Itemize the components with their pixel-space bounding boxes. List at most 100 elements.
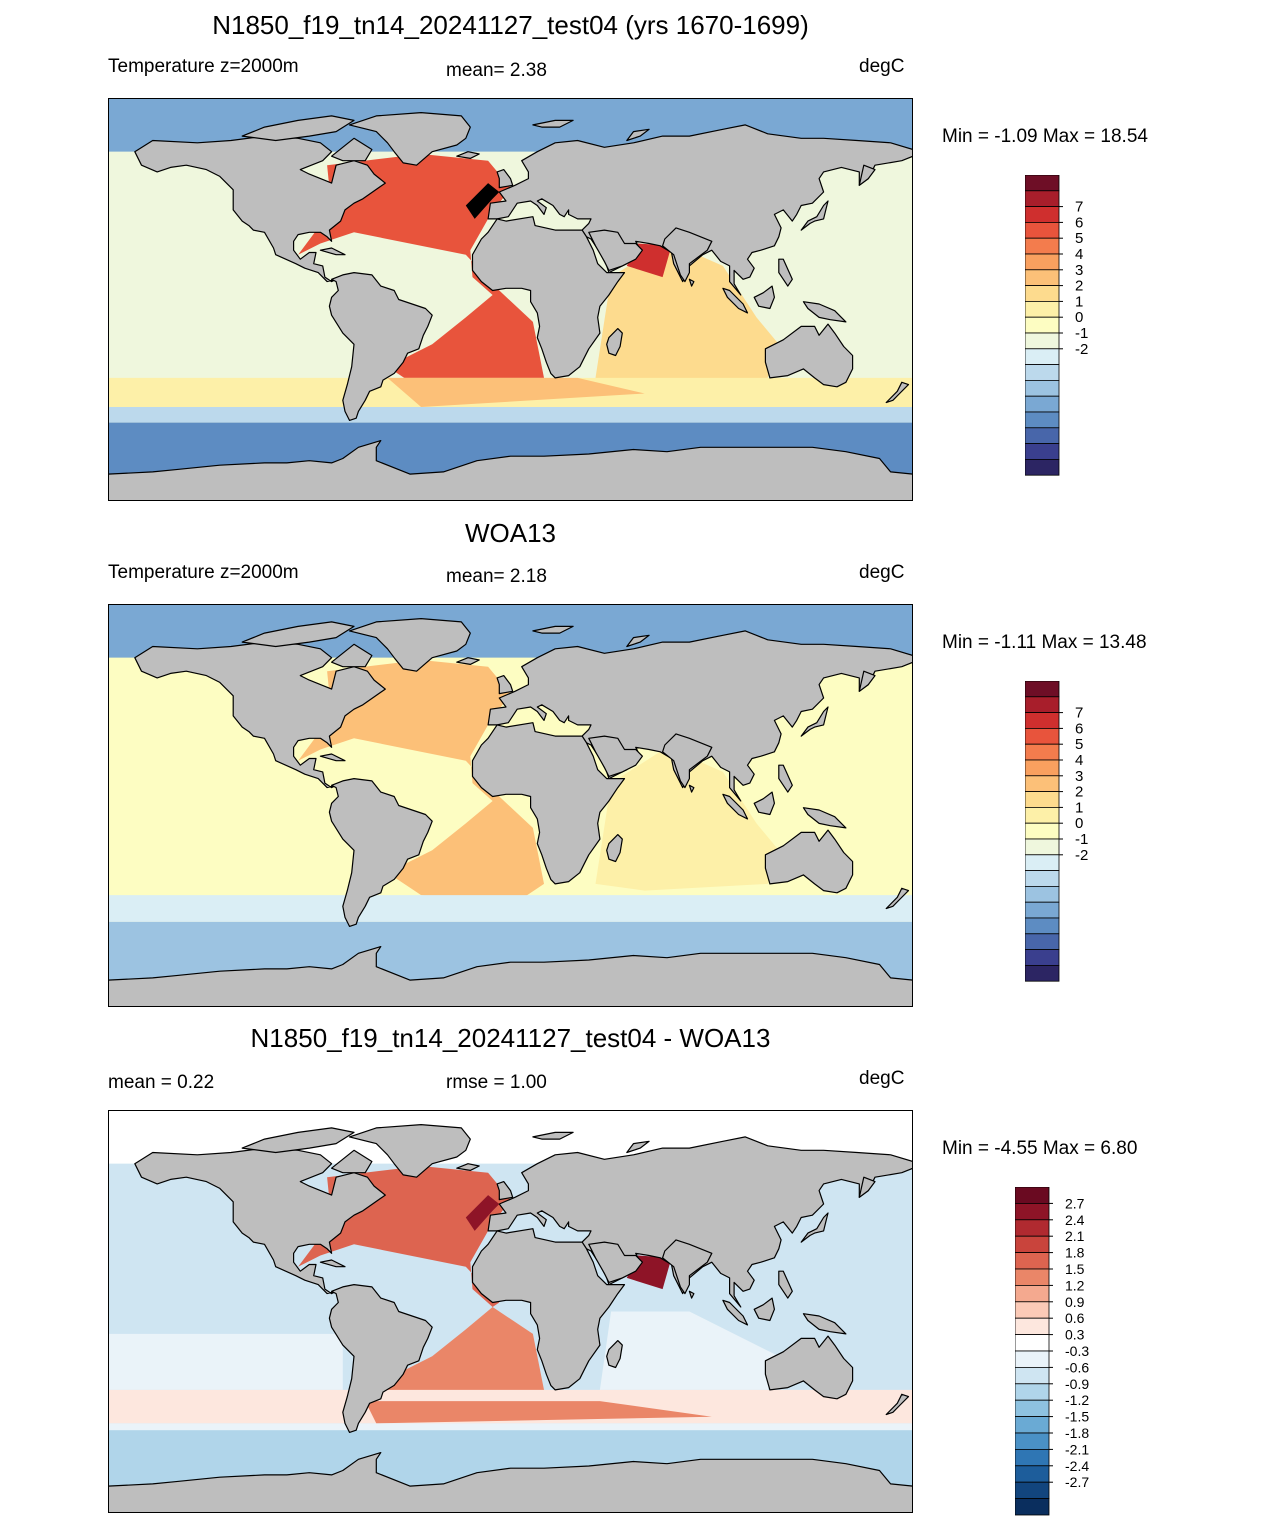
land-sumatra xyxy=(722,793,749,820)
colorbar-box-1 xyxy=(1015,1202,1050,1221)
panel-3-units-label: degC xyxy=(859,1068,905,1089)
land-new-guinea xyxy=(802,807,847,829)
land-cuba xyxy=(319,247,346,256)
colorbar-box-0 xyxy=(1015,1187,1050,1204)
colorbar-label-5: 1.2 xyxy=(1065,1277,1085,1293)
panel-1-units-label: degC xyxy=(859,56,905,77)
panel-2-title: WOA13 xyxy=(464,518,557,548)
land-madagascar xyxy=(606,834,623,863)
land-antarctica xyxy=(108,1452,913,1513)
colorbar-label-4: 3 xyxy=(1075,262,1083,279)
land-new-guinea xyxy=(802,1313,847,1335)
land-borneo xyxy=(753,1297,775,1322)
panel-2-mean-label: mean= 2.18 xyxy=(446,566,547,587)
colorbar-box-16 xyxy=(1025,933,1060,951)
land-sri-lanka xyxy=(688,784,695,793)
land-new-zealand xyxy=(885,887,910,910)
land-new-guinea xyxy=(802,301,847,323)
colorbar-label-7: 0.6 xyxy=(1065,1310,1085,1326)
land-philippines xyxy=(778,258,793,287)
panel-1-colorbar: 7 6 5 4 3 2 1 0 -1 -2 xyxy=(1025,175,1135,495)
land-australia xyxy=(764,323,854,388)
colorbar-label-2: 2.1 xyxy=(1065,1228,1085,1244)
land-japan xyxy=(800,200,829,231)
land-canadian-arctic xyxy=(241,115,355,142)
land-cuba xyxy=(319,753,346,762)
panel-1-title: N1850_f19_tn14_20241127_test04 (yrs 1670… xyxy=(212,10,809,40)
colorbar-label-9: -2 xyxy=(1075,847,1088,864)
colorbar-box-12 xyxy=(1025,364,1060,381)
land-north-america xyxy=(134,641,386,789)
colorbar-box-4 xyxy=(1025,743,1060,761)
land-antarctica xyxy=(108,946,913,1007)
colorbar-label-4: 3 xyxy=(1075,768,1083,785)
land-iceland xyxy=(456,1163,480,1171)
panel-3-title: N1850_f19_tn14_20241127_test04 - WOA13 xyxy=(250,1023,771,1053)
land-madagascar xyxy=(606,328,623,357)
colorbar-box-14 xyxy=(1015,1416,1050,1434)
panel-2-map xyxy=(108,604,913,1007)
map-frame xyxy=(108,604,913,1007)
land-philippines xyxy=(778,764,793,793)
panel-1-map xyxy=(108,98,913,501)
colorbar-box-16 xyxy=(1025,427,1060,445)
land-south-america xyxy=(328,272,433,421)
panel-3-colorbar: 2.7 2.4 2.1 1.8 1.5 1.2 0.9 0.6 0.3 -0.3 -0.6 -0.9-… xyxy=(1015,1187,1135,1517)
colorbar-label-0: 7 xyxy=(1075,705,1083,722)
land-north-america xyxy=(134,135,386,283)
colorbar-label-13: -1.5 xyxy=(1065,1409,1089,1425)
colorbar-box-11 xyxy=(1025,854,1060,872)
colorbar-box-8 xyxy=(1025,807,1060,824)
colorbar-box-2 xyxy=(1015,1219,1050,1237)
colorbar-box-8 xyxy=(1025,301,1060,318)
colorbar-box-12 xyxy=(1025,870,1060,887)
colorbar-box-5 xyxy=(1025,759,1060,777)
colorbar-box-13 xyxy=(1025,379,1060,397)
panel-2-variable-label: Temperature z=2000m xyxy=(108,562,299,583)
land-svalbard xyxy=(532,625,574,634)
land-africa xyxy=(471,216,626,379)
colorbar-box-9 xyxy=(1025,822,1060,840)
colorbar-label-2: 5 xyxy=(1075,230,1083,247)
land-british-isles xyxy=(496,675,514,695)
colorbar-box-18 xyxy=(1025,964,1060,982)
colorbar-label-8: -1 xyxy=(1075,325,1088,342)
land-iceland xyxy=(456,657,480,665)
map-frame xyxy=(108,1110,913,1513)
colorbar-box-4 xyxy=(1015,1252,1050,1270)
colorbar-label-2: 5 xyxy=(1075,736,1083,753)
colorbar-box-14 xyxy=(1025,901,1060,919)
colorbar-label-15: -2.1 xyxy=(1065,1441,1089,1457)
panel-1-variable-label: Temperature z=2000m xyxy=(108,56,299,77)
colorbar-box-19 xyxy=(1015,1498,1050,1516)
colorbar-label-0: 7 xyxy=(1075,199,1083,216)
land-british-isles xyxy=(496,169,514,189)
colorbar-label-5: 2 xyxy=(1075,784,1083,801)
colorbar-box-3 xyxy=(1025,222,1060,239)
land-arabia xyxy=(588,735,643,777)
panel-1-minmax-label: Min = -1.09 Max = 18.54 xyxy=(942,126,1148,147)
ocean-region-3 xyxy=(595,747,779,891)
colorbar-label-17: -2.7 xyxy=(1065,1474,1089,1490)
ocean-region-3 xyxy=(599,1311,779,1390)
land-cuba xyxy=(319,1259,346,1268)
colorbar-label-6: 1 xyxy=(1075,293,1083,310)
ocean-region-2 xyxy=(108,1333,343,1390)
land-new-zealand xyxy=(885,1393,910,1416)
colorbar-label-7: 0 xyxy=(1075,815,1083,832)
ocean-region-5 xyxy=(465,183,500,219)
ocean-region-2 xyxy=(298,660,544,907)
colorbar-box-6 xyxy=(1015,1285,1050,1303)
colorbar-label-6: 1 xyxy=(1075,799,1083,816)
ocean-region-10 xyxy=(108,1423,913,1431)
land-north-america xyxy=(134,1147,386,1295)
land-south-america xyxy=(328,1284,433,1433)
colorbar-label-8: 0.3 xyxy=(1065,1327,1085,1343)
panel-3-map-svg xyxy=(108,1110,913,1513)
colorbar-label-10: -0.6 xyxy=(1065,1359,1089,1375)
land-canadian-arctic xyxy=(241,621,355,648)
land-south-america xyxy=(328,778,433,927)
land-sumatra xyxy=(722,1299,749,1326)
colorbar-box-9 xyxy=(1015,1334,1050,1352)
colorbar-box-8 xyxy=(1015,1317,1050,1335)
